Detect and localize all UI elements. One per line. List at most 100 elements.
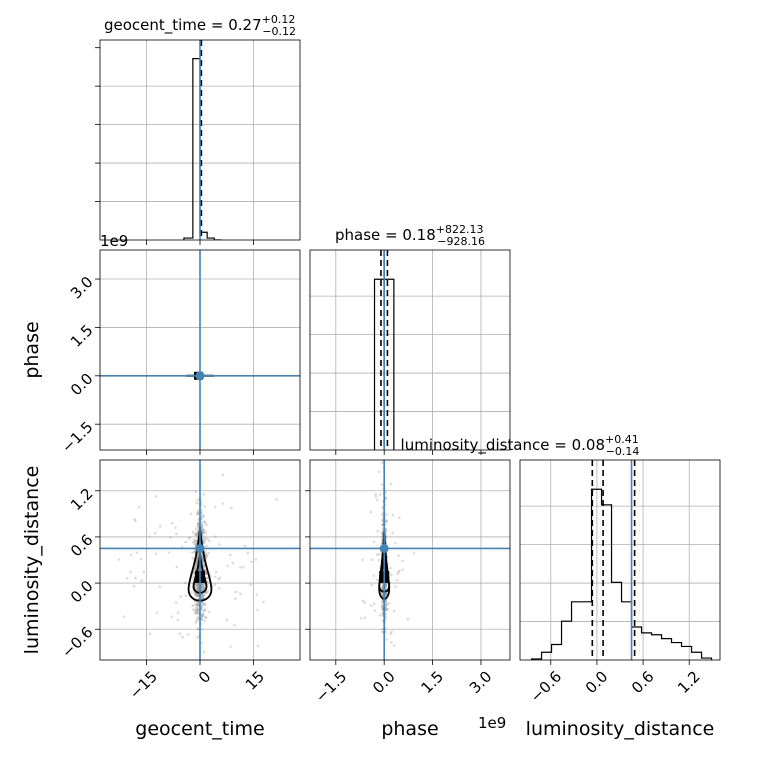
sample-point	[204, 531, 207, 535]
sample-point	[205, 553, 209, 557]
sample-point	[196, 556, 199, 560]
sample-point	[372, 574, 375, 578]
sample-point	[202, 587, 205, 590]
sample-point	[195, 609, 198, 613]
x-tick-label-luminosity_distance: 0.0	[582, 668, 612, 698]
sample-point	[381, 611, 385, 615]
sample-point	[231, 561, 235, 565]
sample-point	[207, 610, 211, 614]
sample-point	[196, 612, 199, 615]
sample-point	[200, 523, 203, 526]
sample-point	[221, 473, 225, 477]
sample-point	[200, 588, 203, 592]
panel-content	[183, 40, 222, 240]
sample-point	[201, 614, 205, 617]
sample-point	[170, 615, 174, 619]
sample-point	[195, 583, 199, 586]
sample-point	[195, 612, 198, 615]
title-luminosity_distance: luminosity_distance = 0.08+0.41 −0.14	[401, 433, 640, 458]
x-tick-label-geocent_time: 0	[195, 668, 214, 687]
sample-point	[196, 627, 200, 631]
sample-point	[378, 613, 382, 617]
truth-marker	[379, 543, 389, 553]
sample-point	[201, 614, 204, 617]
sample-point	[380, 513, 384, 517]
sample-point	[193, 567, 197, 570]
sample-point	[197, 583, 200, 587]
sample-point	[361, 558, 364, 562]
sample-point	[262, 600, 265, 604]
sample-point	[201, 583, 204, 587]
sample-point	[192, 571, 196, 575]
sample-point	[230, 506, 233, 510]
x-tick-label-luminosity_distance: −0.6	[527, 668, 565, 706]
sample-point	[201, 556, 204, 560]
sample-point	[203, 603, 207, 607]
sample-point	[197, 450, 200, 453]
sample-point	[385, 513, 389, 516]
sample-point	[380, 538, 384, 542]
sample-point	[395, 579, 399, 582]
sample-point	[148, 632, 152, 636]
sample-point	[376, 529, 380, 533]
sample-point	[363, 601, 366, 604]
sample-point	[195, 588, 198, 592]
sample-point	[380, 586, 384, 590]
x-axis-label-luminosity_distance: luminosity_distance	[526, 718, 715, 740]
sample-point	[196, 583, 199, 587]
sample-point	[246, 551, 250, 555]
sample-point	[218, 576, 222, 580]
sample-point	[398, 516, 401, 519]
sample-point	[200, 595, 203, 598]
sample-point	[197, 512, 200, 515]
x-axis-multiplier: 1e9	[478, 714, 506, 732]
sample-point	[372, 602, 376, 606]
sample-point	[406, 617, 410, 621]
sample-point	[389, 482, 393, 486]
y-axis-label-luminosity_distance: luminosity_distance	[21, 466, 43, 655]
sample-point	[201, 609, 205, 613]
sample-point	[197, 512, 200, 516]
sample-point	[377, 470, 381, 474]
sample-point	[213, 505, 217, 509]
sample-point	[370, 558, 374, 562]
panel-content	[100, 450, 300, 660]
sample-point	[200, 524, 204, 527]
sample-point	[195, 588, 199, 591]
sample-point	[200, 641, 204, 645]
sample-point	[200, 514, 204, 517]
y-tick-label-phase: −1.5	[58, 418, 96, 456]
sample-point	[200, 593, 203, 596]
sample-point	[381, 630, 384, 634]
sample-point	[194, 543, 198, 547]
sample-point	[218, 543, 221, 546]
sample-point	[200, 595, 204, 599]
sample-point	[201, 555, 204, 559]
y-tick-label-luminosity_distance: −0.6	[58, 623, 96, 661]
x-axis-label-geocent_time: geocent_time	[135, 718, 264, 740]
sample-point	[381, 627, 384, 631]
sample-point	[205, 556, 208, 559]
sample-point	[380, 532, 384, 535]
sample-point	[213, 535, 217, 538]
sample-point	[139, 557, 143, 561]
sample-point	[189, 512, 193, 516]
sample-point	[202, 650, 206, 654]
sample-point	[374, 493, 378, 496]
sample-point	[196, 558, 199, 562]
sample-point	[201, 559, 205, 563]
sample-point	[204, 572, 208, 575]
sample-point	[200, 617, 203, 621]
sample-point	[197, 594, 200, 598]
sample-point	[201, 558, 204, 561]
sample-point	[181, 635, 184, 639]
sample-point	[169, 536, 172, 539]
sample-point	[204, 616, 207, 619]
sample-point	[203, 602, 207, 605]
sample-point	[384, 582, 388, 585]
sample-point	[202, 594, 206, 597]
sample-point	[196, 585, 199, 589]
sample-point	[195, 563, 198, 567]
sample-point	[380, 601, 384, 604]
grid-lines	[310, 250, 510, 450]
